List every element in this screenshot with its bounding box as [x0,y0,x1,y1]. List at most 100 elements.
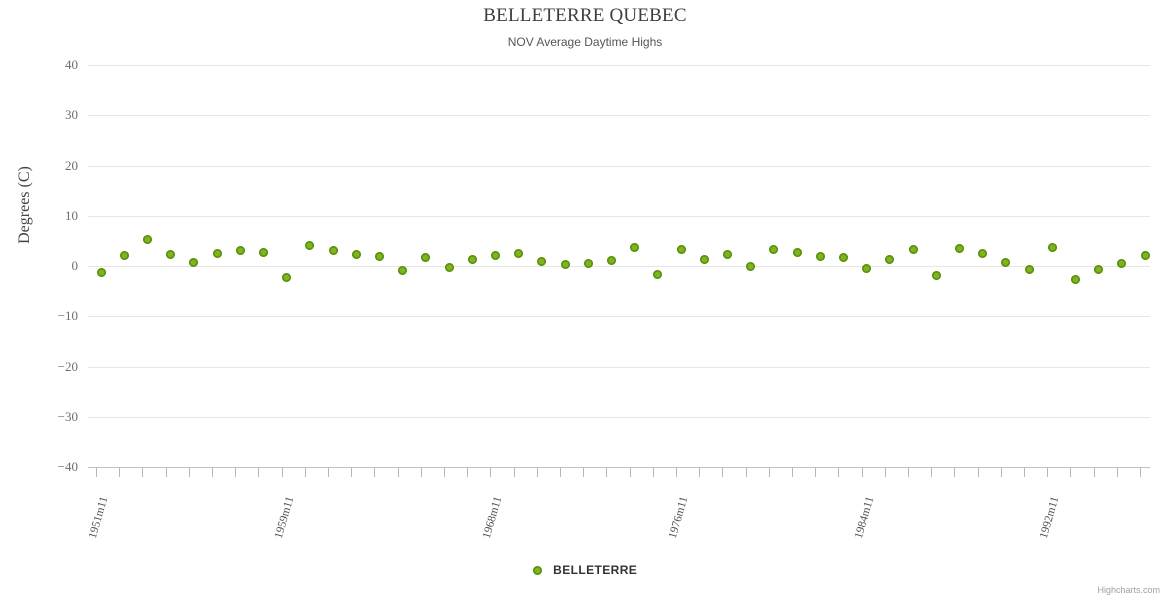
data-point[interactable] [746,261,756,271]
y-axis-tick-labels: 40 30 20 10 0 −10 −20 −30 −40 [12,57,79,474]
y-axis-tick-label: 20 [65,157,78,173]
data-point[interactable] [514,248,524,258]
data-point[interactable] [606,256,616,266]
x-axis-tick [536,468,538,477]
x-axis-tick [235,468,237,477]
x-axis-tick [908,468,909,477]
data-point[interactable] [838,253,848,263]
y-gridline [88,165,1150,167]
data-point[interactable] [769,245,779,255]
x-axis-tick [444,468,445,477]
x-axis-tick [1000,468,1002,477]
data-point[interactable] [398,266,408,276]
x-axis-tick [652,468,654,477]
data-point[interactable] [235,245,245,255]
data-point[interactable] [653,270,663,280]
x-axis-line [88,467,1150,468]
x-axis-tick [884,468,886,477]
x-axis-tick-label: 1976m11 [666,495,691,540]
y-axis-tick-label: 0 [71,258,79,273]
y-axis-tick-label: −20 [57,358,78,374]
x-axis-tick-label: 1968m11 [481,495,505,540]
data-point[interactable] [1140,250,1150,260]
data-point[interactable] [1117,259,1127,269]
data-point[interactable] [792,247,802,257]
x-axis-tick [954,468,956,477]
y-gridline [88,416,1150,418]
legend-marker-icon [532,565,542,575]
data-point[interactable] [119,250,129,260]
x-axis-tick [1116,468,1118,477]
x-axis-tick [745,468,747,477]
data-point[interactable] [444,262,454,272]
data-point[interactable] [421,253,431,263]
x-axis-tick [1047,468,1049,477]
y-axis-tick-label: 40 [65,57,78,72]
data-point[interactable] [908,244,918,254]
data-point[interactable] [374,251,384,261]
data-point[interactable] [630,242,640,252]
x-axis-tick [1070,468,1072,477]
data-point[interactable] [1001,258,1011,268]
data-point[interactable] [282,273,292,283]
x-axis-tick [629,468,631,477]
x-axis-tick-label: 1951m11 [86,495,111,540]
chart-legend: BELLETERRE [0,562,1170,577]
data-point[interactable] [328,246,338,256]
x-axis-tick [1093,468,1095,477]
data-point[interactable] [1070,274,1080,284]
y-axis-tick-label: −30 [57,408,78,424]
y-gridline [88,215,1150,217]
data-point[interactable] [583,259,593,269]
y-axis-tick-label: −10 [57,308,78,324]
x-axis-tick-label: 1959m11 [272,495,296,540]
data-point[interactable] [1047,242,1057,252]
x-axis-tick-label: 1984m11 [852,495,876,540]
y-gridline [88,266,1150,267]
data-point[interactable] [142,235,152,245]
chart-subtitle: NOV Average Daytime Highs [507,35,663,49]
data-point[interactable] [490,251,500,261]
x-axis-tick [490,468,492,477]
chart-title: BELLETERRE QUEBEC [483,5,687,26]
legend-item-belleterre[interactable]: BELLETERRE [532,562,638,578]
data-point[interactable] [467,255,477,265]
data-point[interactable] [978,248,988,258]
x-axis-tick [281,468,283,477]
x-axis-tick [467,468,469,477]
plot-area [88,65,1150,468]
y-axis-tick-label: 10 [65,207,78,223]
data-point[interactable] [1024,264,1034,274]
data-point[interactable] [305,240,315,250]
data-point[interactable] [189,257,199,267]
x-axis-tick [351,468,353,477]
data-point[interactable] [351,250,361,260]
x-axis-tick [513,468,515,477]
highcharts-credits[interactable]: Highcharts.com [1097,585,1160,595]
data-point[interactable] [931,271,941,281]
x-axis-tick [119,468,121,477]
x-axis-tick [142,468,144,477]
data-point[interactable] [885,254,895,264]
x-axis-tick [583,468,585,477]
data-point[interactable] [166,250,176,260]
y-axis-tick-label: −40 [57,459,78,474]
data-point[interactable] [96,268,106,278]
data-point[interactable] [862,264,872,273]
data-point[interactable] [258,247,268,257]
x-axis-tick [792,468,793,477]
x-axis-tick [96,468,97,477]
data-point[interactable] [699,255,709,265]
data-point[interactable] [676,244,686,254]
data-point[interactable] [954,244,964,254]
data-point[interactable] [560,260,570,270]
data-point[interactable] [722,249,732,259]
data-point[interactable] [1094,264,1104,274]
data-point[interactable] [212,248,222,258]
legend-item-label: BELLETERRE [553,563,638,578]
x-axis-tick [420,468,422,477]
data-point[interactable] [537,256,547,266]
x-axis-tick [699,468,701,477]
data-point[interactable] [815,251,825,261]
